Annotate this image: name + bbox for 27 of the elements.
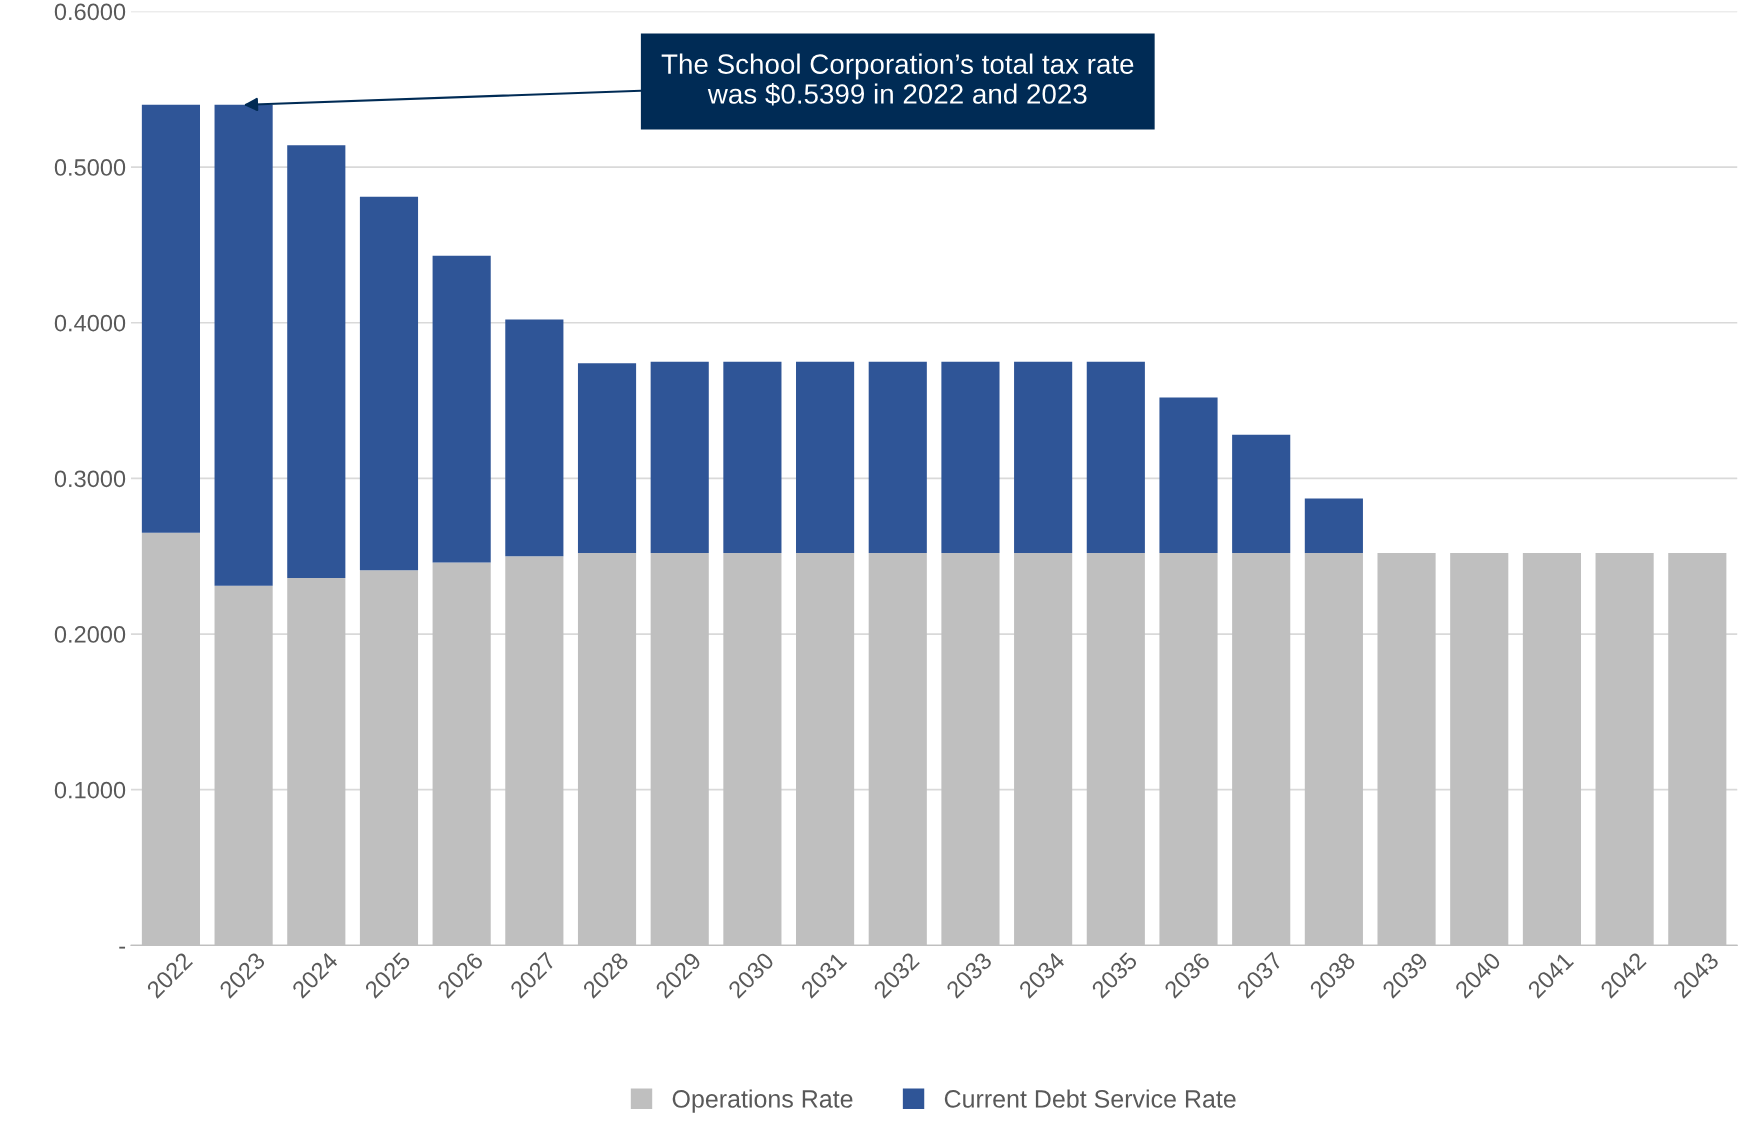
y-tick-label: 0.4000: [54, 314, 126, 332]
y-tick-label: 0.2000: [54, 626, 126, 643]
legend-label: Current Debt Service Rate: [944, 1089, 1236, 1108]
bar: [650, 361, 709, 554]
bar: [723, 361, 782, 554]
y-tick-label: 0.5000: [54, 159, 126, 176]
bar: [1086, 361, 1145, 554]
bar: [1304, 498, 1363, 554]
bar: [287, 145, 346, 578]
bar: [577, 363, 637, 554]
y-tick-label: 0.3000: [54, 470, 126, 488]
bar: [141, 104, 200, 533]
legend-label: Operations Rate: [672, 1089, 853, 1113]
bar: [214, 104, 273, 586]
bar: [1014, 361, 1073, 554]
annotation: The School Corporation’s total tax rate was $0.5399 in 2022 and 2023: [661, 53, 1134, 106]
bar: [1232, 434, 1291, 554]
bar: [505, 319, 564, 557]
y-tick-label: -: [119, 946, 126, 949]
bar: [432, 255, 491, 563]
y-tick-label: 0.6000: [54, 3, 126, 21]
y-tick-label: 0.1000: [54, 781, 126, 799]
bar: [868, 361, 927, 554]
bar: [359, 196, 419, 571]
bar: [796, 361, 855, 554]
bar: [941, 361, 1000, 554]
bar: [1159, 397, 1218, 554]
